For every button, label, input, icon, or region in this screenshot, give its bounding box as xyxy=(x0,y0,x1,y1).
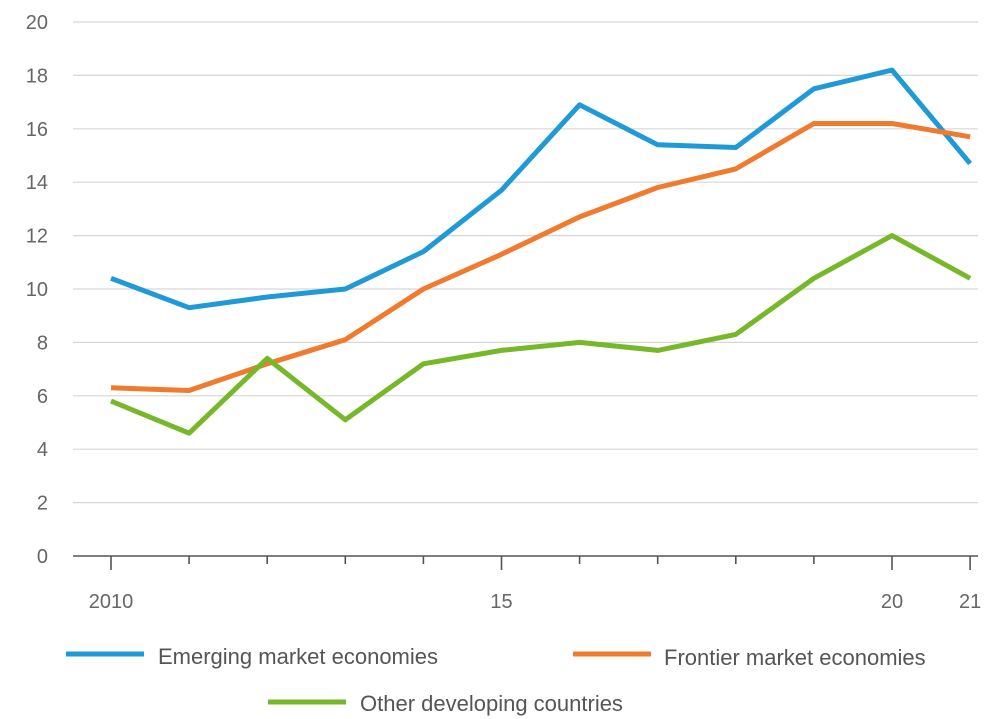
legend-label: Frontier market economies xyxy=(664,645,926,670)
legend-item-frontier-market-economies: Frontier market economies xyxy=(573,645,926,670)
x-tick-label-2010: 2010 xyxy=(89,591,134,613)
series-line-other-developing-countries xyxy=(110,233,972,436)
series-line-frontier-market-economies xyxy=(110,121,971,393)
y-tick-label-10: 10 xyxy=(26,279,48,301)
y-tick-label-4: 4 xyxy=(37,439,48,461)
legend-item-other-developing-countries: Other developing countries xyxy=(268,691,623,716)
x-axis: 2010 15 20 21 xyxy=(73,555,981,613)
y-tick-label-12: 12 xyxy=(26,226,48,248)
y-tick-label-6: 6 xyxy=(37,386,48,408)
series-lines xyxy=(110,67,973,436)
gridlines xyxy=(73,21,978,504)
y-axis: 0 2 4 6 8 10 12 14 16 18 20 xyxy=(26,12,48,568)
x-tick-label-20: 20 xyxy=(881,591,903,613)
x-tick-label-21: 21 xyxy=(959,591,981,613)
y-tick-label-0: 0 xyxy=(37,546,48,568)
series-line-emerging-market-economies xyxy=(110,67,973,311)
legend-label: Emerging market economies xyxy=(158,644,438,669)
legend-item-emerging-market-economies: Emerging market economies xyxy=(66,644,438,669)
legend: Emerging market economies Frontier market… xyxy=(66,644,926,716)
y-tick-label-18: 18 xyxy=(26,65,48,87)
y-tick-label-2: 2 xyxy=(37,493,48,515)
y-tick-label-16: 16 xyxy=(26,119,48,141)
legend-label: Other developing countries xyxy=(360,691,623,716)
x-tick-label-15: 15 xyxy=(490,591,512,613)
y-tick-label-20: 20 xyxy=(26,12,48,34)
y-tick-label-14: 14 xyxy=(26,172,48,194)
y-tick-label-8: 8 xyxy=(37,332,48,354)
